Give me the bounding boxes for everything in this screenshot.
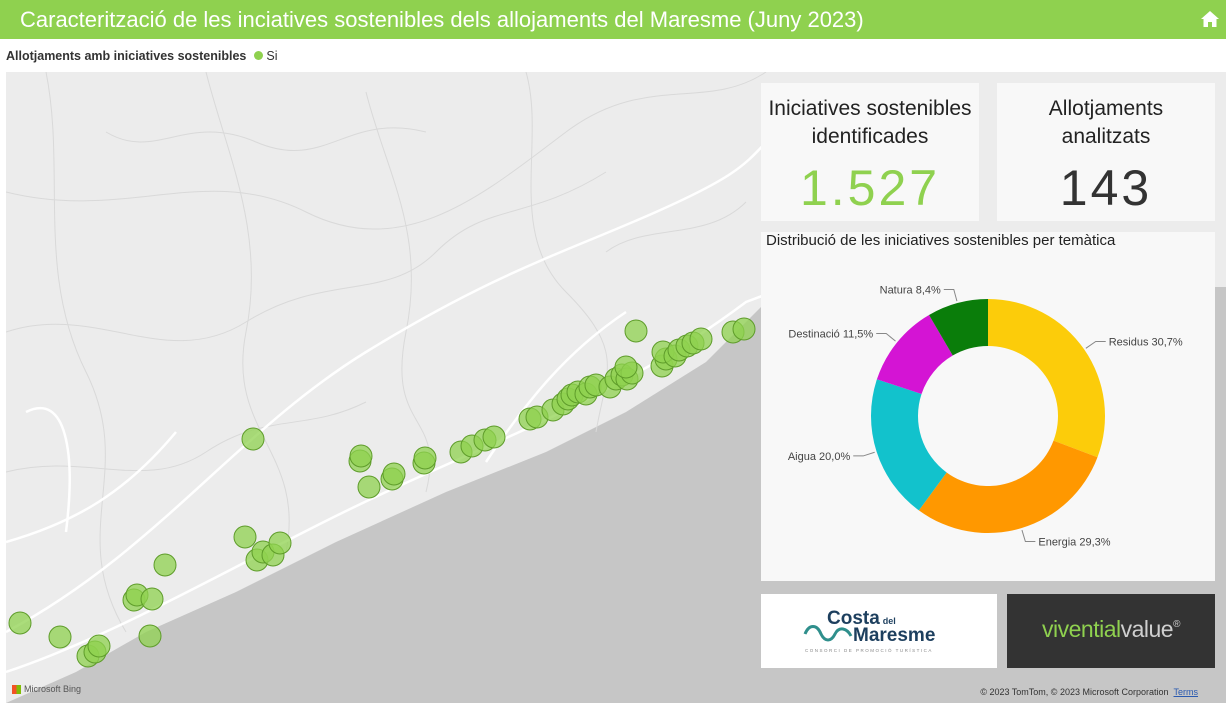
slice-leader-line (876, 333, 896, 342)
costa-maresme-wave-icon (803, 625, 853, 642)
slice-leader-line (1085, 340, 1106, 349)
kpi-value: 143 (1059, 160, 1153, 216)
kpi-title-line2: analitzats (1061, 125, 1151, 148)
slice-leader-line (853, 451, 875, 457)
slice-leader-line (943, 289, 958, 302)
map-point[interactable] (233, 525, 257, 549)
bing-attribution: Microsoft Bing (12, 684, 81, 694)
slice-label: Destinació 11,5% (788, 329, 873, 341)
map-point[interactable] (382, 462, 406, 486)
donut-slice[interactable] (929, 299, 988, 356)
map-point[interactable] (87, 634, 111, 658)
map-point[interactable] (153, 553, 177, 577)
map-point[interactable] (413, 446, 437, 470)
map-point[interactable] (614, 355, 638, 379)
donut-slice[interactable] (918, 440, 1098, 533)
bing-label: Microsoft Bing (24, 684, 82, 694)
legend-title: Allotjaments amb iniciatives sostenibles (6, 49, 247, 63)
kpi-title: Allotjaments analitzats (997, 95, 1215, 151)
map-point[interactable] (689, 327, 713, 351)
kpi-title-line1: Iniciatives sostenibles (768, 97, 972, 120)
kpi-card-initiatives: Iniciatives sostenibles identificades 1.… (761, 83, 979, 221)
map-point[interactable] (349, 444, 373, 468)
terms-link[interactable]: Terms (1173, 687, 1199, 697)
costa-maresme-logo: Costa del Maresme CONSORCI DE PROMOCIÓ TU… (761, 594, 997, 668)
map-point[interactable] (138, 624, 162, 648)
donut-slice[interactable] (871, 379, 947, 511)
legend-item[interactable]: Si (266, 49, 278, 63)
slice-leader-line (1021, 529, 1036, 543)
kpi-card-accommodations: Allotjaments analitzats 143 (997, 83, 1215, 221)
donut-slice[interactable] (988, 299, 1105, 458)
slice-label: Residus 30,7% (1109, 336, 1183, 348)
header-bar: Caracterització de les inciatives sosten… (0, 0, 1226, 39)
map-point[interactable] (732, 317, 756, 341)
logo-line1: Costa del (827, 608, 896, 629)
donut-slice[interactable] (876, 314, 953, 395)
logo-line2: Maresme (853, 625, 936, 646)
map-point[interactable] (482, 425, 506, 449)
logo-tagline: CONSORCI DE PROMOCIÓ TURÍSTICA (805, 648, 933, 653)
copyright-text: © 2023 TomTom, © 2023 Microsoft Corporat… (980, 687, 1169, 697)
slice-label: Energia 29,3% (1038, 537, 1110, 549)
viventialvalue-logo: viventialvalue® (1007, 594, 1215, 668)
vivential-wordmark: viventialvalue® (1042, 616, 1180, 642)
donut-chart-card: Distribució de les iniciatives sostenibl… (761, 232, 1215, 581)
kpi-title: Iniciatives sostenibles identificades (761, 95, 979, 151)
chart-title: Distribució de les iniciatives sostenibl… (766, 232, 1116, 249)
slice-label: Natura 8,4% (880, 285, 941, 297)
microsoft-logo-icon (12, 684, 21, 694)
map-point[interactable] (357, 475, 381, 499)
kpi-title-line2: identificades (811, 125, 929, 148)
map-legend: Allotjaments amb iniciatives sostenibles… (6, 49, 277, 67)
page-title: Caracterització de les inciatives sosten… (20, 7, 864, 32)
home-icon[interactable] (1200, 9, 1220, 29)
map-point[interactable] (48, 625, 72, 649)
accommodation-points[interactable] (8, 317, 756, 668)
map-point[interactable] (241, 427, 265, 451)
map-point[interactable] (8, 611, 32, 635)
map-point[interactable] (624, 319, 648, 343)
legend-dot (254, 51, 264, 60)
slice-label: Aigua 20,0% (788, 451, 851, 463)
kpi-value: 1.527 (799, 160, 941, 216)
map-copyright: © 2023 TomTom, © 2023 Microsoft Corporat… (980, 687, 1198, 697)
map-point[interactable] (268, 531, 292, 555)
kpi-title-line1: Allotjaments (1048, 97, 1164, 120)
donut-chart[interactable]: Residus 30,7% Energia 29,3% Aigua 20,0% Des… (761, 232, 1215, 581)
map-point[interactable] (140, 587, 164, 611)
